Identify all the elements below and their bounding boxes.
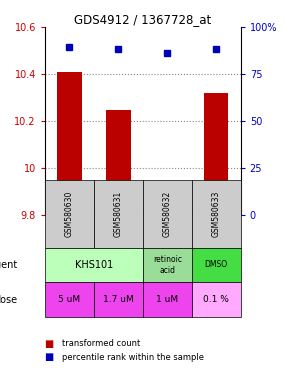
Text: 1 uM: 1 uM bbox=[156, 295, 178, 304]
Text: DMSO: DMSO bbox=[205, 260, 228, 270]
Text: retinoic
acid: retinoic acid bbox=[153, 255, 182, 275]
Bar bbox=[143, 282, 192, 317]
Text: transformed count: transformed count bbox=[62, 339, 141, 348]
Text: GSM580631: GSM580631 bbox=[114, 191, 123, 237]
Text: ■: ■ bbox=[45, 352, 57, 362]
Text: GSM580633: GSM580633 bbox=[212, 191, 221, 237]
Bar bbox=[45, 180, 94, 248]
Text: GSM580632: GSM580632 bbox=[163, 191, 172, 237]
Bar bbox=[45, 248, 143, 282]
Text: 0.1 %: 0.1 % bbox=[203, 295, 229, 304]
Text: percentile rank within the sample: percentile rank within the sample bbox=[62, 353, 204, 362]
Bar bbox=[106, 110, 130, 215]
Bar bbox=[94, 282, 143, 317]
Bar bbox=[45, 282, 94, 317]
Bar bbox=[143, 180, 192, 248]
Text: ■: ■ bbox=[45, 339, 57, 349]
Bar bbox=[94, 180, 143, 248]
Title: GDS4912 / 1367728_at: GDS4912 / 1367728_at bbox=[74, 13, 211, 26]
Text: 1.7 uM: 1.7 uM bbox=[103, 295, 134, 304]
Bar bbox=[192, 180, 241, 248]
Bar bbox=[204, 93, 229, 215]
Text: agent: agent bbox=[0, 260, 18, 270]
Text: dose: dose bbox=[0, 295, 18, 305]
Bar bbox=[192, 248, 241, 282]
Bar bbox=[143, 248, 192, 282]
Text: GSM580630: GSM580630 bbox=[65, 191, 74, 237]
Bar bbox=[192, 282, 241, 317]
Bar bbox=[57, 71, 82, 215]
Bar bbox=[155, 195, 180, 215]
Text: KHS101: KHS101 bbox=[75, 260, 113, 270]
Text: 5 uM: 5 uM bbox=[58, 295, 81, 304]
